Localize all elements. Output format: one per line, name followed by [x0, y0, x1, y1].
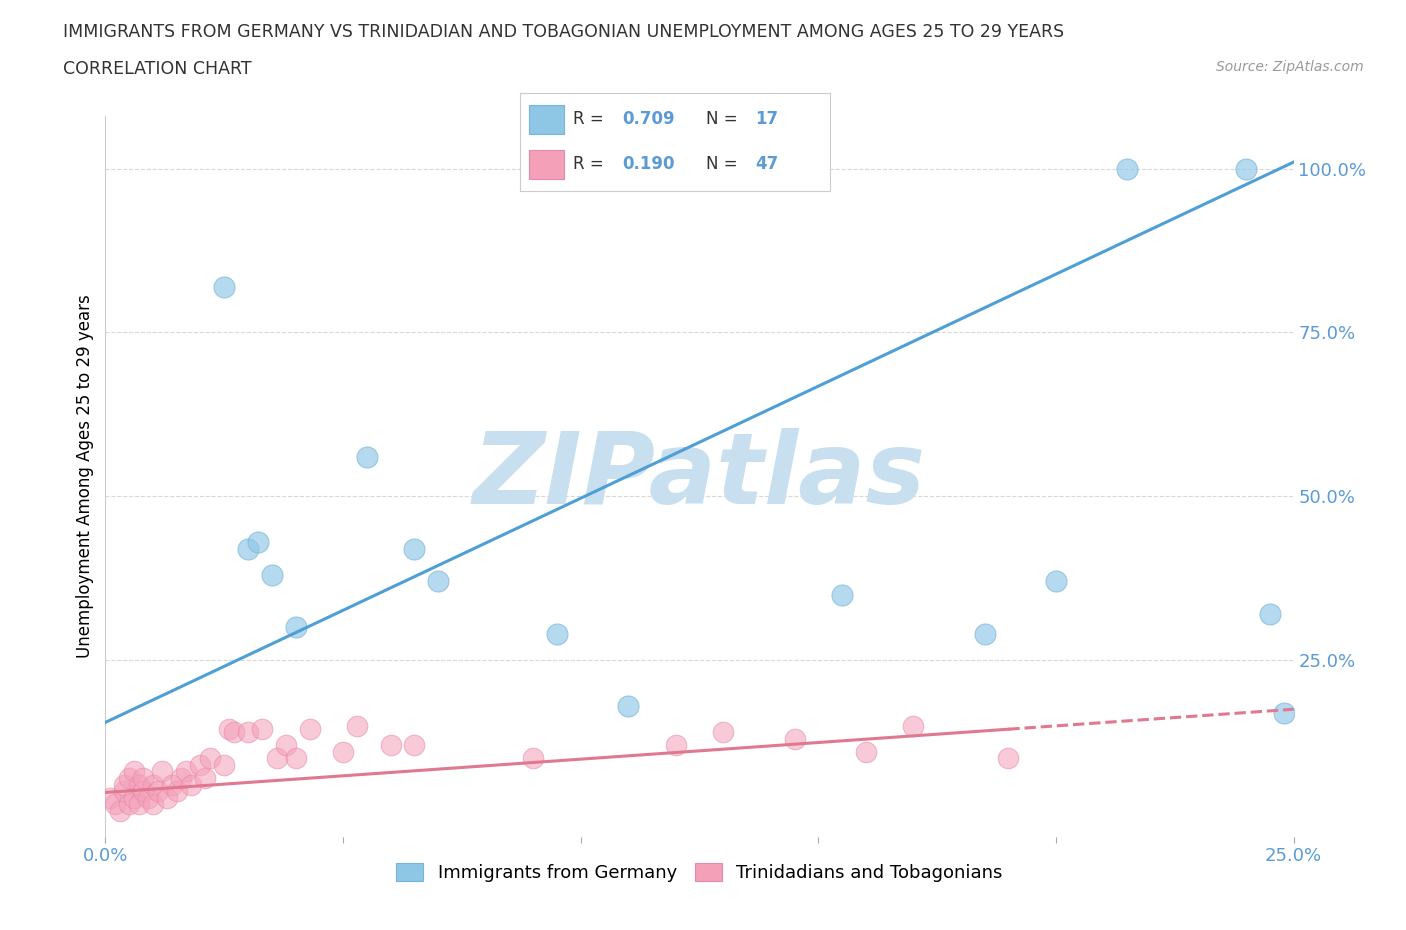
Point [665, 737, 688, 752]
Point [1045, 574, 1067, 589]
Text: CORRELATION CHART: CORRELATION CHART [63, 60, 252, 78]
Point [246, 535, 269, 550]
Point [190, 757, 212, 772]
Point [114, 784, 136, 799]
Text: 47: 47 [755, 155, 779, 173]
Point [404, 737, 426, 752]
Point [180, 777, 202, 792]
Point [332, 744, 354, 759]
Point [142, 777, 165, 792]
FancyBboxPatch shape [530, 150, 564, 179]
Point [166, 784, 188, 799]
Text: 17: 17 [755, 111, 779, 128]
Point [122, 790, 145, 805]
Point [122, 764, 145, 779]
Legend: Immigrants from Germany, Trinidadians and Tobagonians: Immigrants from Germany, Trinidadians an… [389, 856, 1010, 889]
Point [1272, 705, 1295, 720]
Point [214, 279, 236, 294]
Point [118, 797, 141, 812]
Point [711, 724, 734, 739]
Point [1258, 606, 1281, 621]
Point [298, 722, 321, 737]
Point [170, 771, 193, 786]
Point [1234, 161, 1257, 176]
Point [218, 722, 240, 737]
Point [266, 751, 288, 765]
Point [236, 724, 259, 739]
Point [522, 751, 544, 765]
Point [356, 449, 378, 464]
Point [108, 804, 131, 818]
Point [346, 718, 368, 733]
Point [104, 797, 127, 812]
Text: ZIPatlas: ZIPatlas [472, 428, 927, 525]
Text: N =: N = [706, 155, 742, 173]
Point [114, 777, 136, 792]
Point [160, 777, 183, 792]
Point [194, 771, 217, 786]
Point [617, 698, 640, 713]
Point [274, 737, 297, 752]
Point [174, 764, 197, 779]
Point [427, 574, 450, 589]
Text: R =: R = [572, 155, 609, 173]
Point [783, 731, 806, 746]
Point [128, 797, 150, 812]
Point [118, 771, 141, 786]
FancyBboxPatch shape [530, 105, 564, 134]
Point [260, 567, 283, 582]
Point [997, 751, 1019, 765]
Point [222, 724, 245, 739]
Point [546, 627, 568, 642]
Point [98, 790, 121, 805]
Text: N =: N = [706, 111, 742, 128]
Point [152, 764, 174, 779]
Text: Source: ZipAtlas.com: Source: ZipAtlas.com [1216, 60, 1364, 74]
Point [132, 771, 155, 786]
Point [831, 587, 853, 602]
Point [128, 777, 150, 792]
Point [142, 797, 165, 812]
Y-axis label: Unemployment Among Ages 25 to 29 years: Unemployment Among Ages 25 to 29 years [76, 295, 94, 658]
Point [903, 718, 925, 733]
Point [1116, 161, 1139, 176]
Point [146, 784, 169, 799]
Point [380, 737, 402, 752]
Point [284, 620, 307, 635]
Text: 0.709: 0.709 [623, 111, 675, 128]
Point [136, 790, 159, 805]
Point [236, 541, 259, 556]
Point [284, 751, 307, 765]
Text: IMMIGRANTS FROM GERMANY VS TRINIDADIAN AND TOBAGONIAN UNEMPLOYMENT AMONG AGES 25: IMMIGRANTS FROM GERMANY VS TRINIDADIAN A… [63, 23, 1064, 41]
Point [198, 751, 221, 765]
Point [156, 790, 179, 805]
Point [214, 757, 236, 772]
Text: 0.190: 0.190 [623, 155, 675, 173]
Point [973, 627, 995, 642]
Point [404, 541, 426, 556]
Point [252, 722, 274, 737]
Text: R =: R = [572, 111, 609, 128]
Point [855, 744, 877, 759]
Point [132, 784, 155, 799]
